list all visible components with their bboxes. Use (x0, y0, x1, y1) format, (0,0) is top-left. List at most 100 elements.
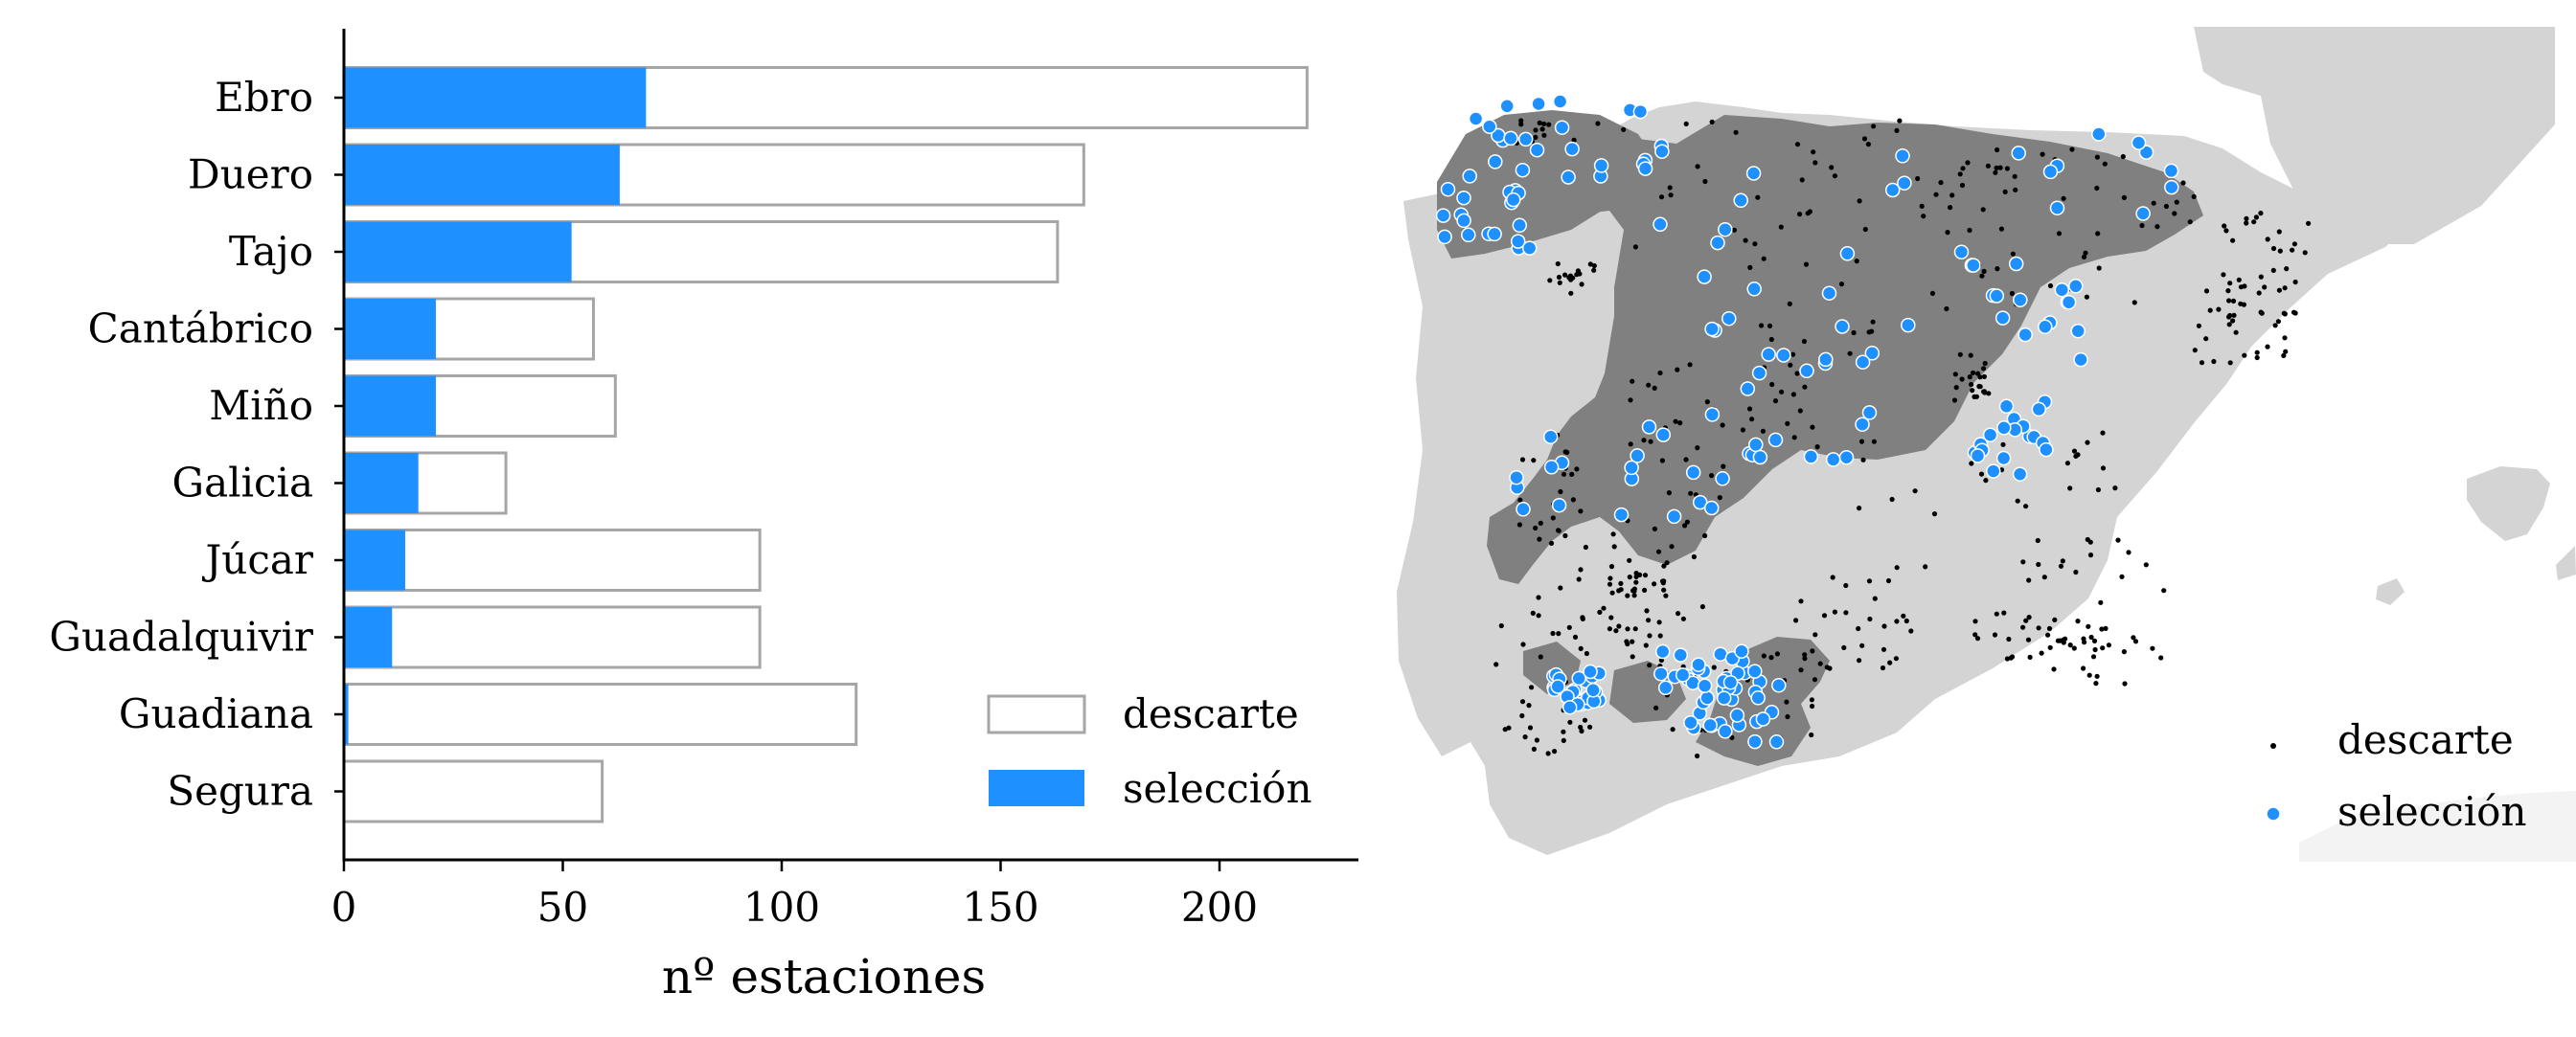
station-descarte-point (1952, 372, 1958, 377)
station-seleccion-point (1838, 449, 1855, 465)
station-descarte-point (2254, 349, 2260, 355)
bar-legend: descarte selección (987, 690, 1312, 812)
legend-swatch-seleccion (989, 770, 1084, 806)
station-seleccion-point (1771, 677, 1787, 693)
legend-label-seleccion: selección (1123, 765, 1312, 812)
station-descarte-point (1977, 374, 1983, 380)
station-seleccion-point (1998, 398, 2015, 415)
station-descarte-point (1949, 192, 1955, 198)
station-descarte-point (1591, 267, 1597, 273)
station-descarte-point (1675, 367, 1680, 372)
station-seleccion-point (1982, 427, 1998, 442)
station-descarte-point (2174, 199, 2179, 205)
station-descarte-point (2071, 448, 2078, 454)
station-seleccion-point (2068, 279, 2084, 294)
station-descarte-point (2092, 646, 2098, 653)
station-descarte-point (1797, 212, 1803, 217)
station-descarte-point (1830, 575, 1835, 580)
station-descarte-point (1613, 628, 1619, 634)
station-seleccion-point (2138, 145, 2154, 160)
station-descarte-point (1812, 160, 1818, 166)
station-descarte-point (1972, 632, 1978, 638)
station-descarte-point (1843, 610, 1849, 616)
station-descarte-point (1812, 632, 1818, 638)
station-descarte-point (2058, 563, 2064, 569)
station-descarte-point (1608, 564, 1615, 570)
station-descarte-point (1787, 301, 1792, 306)
station-descarte-point (1881, 623, 1887, 629)
station-descarte-point (2241, 302, 2246, 307)
station-descarte-point (1557, 280, 1562, 285)
station-descarte-point (2282, 335, 2288, 341)
station-seleccion-point (1767, 432, 1784, 448)
station-descarte-point (2081, 665, 2086, 671)
y-tick-label-duero: Duero (188, 151, 313, 198)
y-tick-label-cantabrico: Cantábrico (88, 305, 313, 352)
station-seleccion-point (1861, 405, 1878, 420)
station-descarte-point (1979, 273, 1985, 279)
station-seleccion-point (1564, 141, 1580, 157)
station-descarte-point (1970, 370, 1976, 375)
station-descarte-point (2039, 650, 2044, 656)
station-descarte-point (1980, 207, 1986, 213)
station-descarte-point (2221, 272, 2226, 278)
station-descarte-point (1561, 737, 1566, 744)
station-descarte-point (1529, 685, 1535, 690)
station-descarte-point (2052, 617, 2058, 623)
station-descarte-point (1720, 422, 1725, 428)
station-descarte-point (2207, 307, 2213, 313)
station-descarte-point (2276, 287, 2282, 293)
station-descarte-point (1687, 362, 1693, 368)
station-descarte-point (1986, 391, 1992, 396)
station-seleccion-point (1803, 449, 1819, 464)
station-descarte-point (2056, 231, 2063, 237)
station-seleccion-point (1839, 246, 1856, 261)
station-descarte-point (1493, 662, 1499, 667)
station-seleccion-point (1970, 448, 1986, 463)
station-seleccion-point (1733, 192, 1748, 209)
y-tick-label-jucar: Júcar (201, 536, 313, 583)
station-descarte-point (1760, 428, 1766, 434)
station-seleccion-point (1673, 647, 1689, 663)
station-descarte-point (1695, 753, 1700, 759)
station-seleccion-point (1440, 181, 1456, 197)
station-seleccion-point (1437, 229, 1452, 245)
station-descarte-point (1558, 488, 1563, 495)
station-descarte-point (1631, 586, 1637, 592)
station-descarte-point (1695, 445, 1700, 451)
legend-swatch-descarte (987, 694, 1086, 734)
station-descarte-point (1601, 605, 1607, 611)
station-descarte-point (2087, 552, 2094, 558)
station-descarte-point (2036, 625, 2041, 631)
station-seleccion-point (1543, 460, 1560, 475)
station-seleccion-point (1895, 148, 1910, 164)
station-descarte-point (1862, 226, 1868, 233)
station-seleccion-point (1761, 347, 1776, 362)
station-seleccion-point (1510, 234, 1526, 249)
legend-label-descarte: descarte (2337, 716, 2514, 763)
station-descarte-point (1670, 727, 1676, 733)
station-descarte-point (1919, 203, 1925, 209)
station-seleccion-point (1653, 665, 1669, 682)
bar-descarte-guadalquivir (342, 605, 762, 669)
station-seleccion-point (2091, 126, 2107, 142)
bar-chart: Ebro Duero Tajo Cantábrico Miño Galicia Júcar G… (49, 29, 1358, 1004)
station-descarte-point (2172, 211, 2177, 216)
station-descarte-point (1537, 120, 1542, 125)
station-descarte-point (2009, 290, 2015, 297)
station-seleccion-point (1953, 244, 1970, 259)
station-seleccion-point (1703, 500, 1720, 516)
station-descarte-point (1752, 241, 1758, 247)
station-seleccion-point (1561, 169, 1576, 185)
bar-descarte-jucar (342, 529, 762, 592)
station-seleccion-point (1721, 310, 1737, 327)
station-seleccion-point (1675, 667, 1691, 683)
station-seleccion-point (2131, 135, 2147, 150)
station-descarte-point (2282, 311, 2288, 317)
station-seleccion-point (1747, 733, 1763, 750)
station-descarte-point (2026, 577, 2032, 583)
station-descarte-point (1709, 119, 1715, 124)
station-seleccion-point (1704, 407, 1721, 422)
station-descarte-point (1812, 677, 1818, 683)
station-descarte-point (1536, 613, 1541, 619)
